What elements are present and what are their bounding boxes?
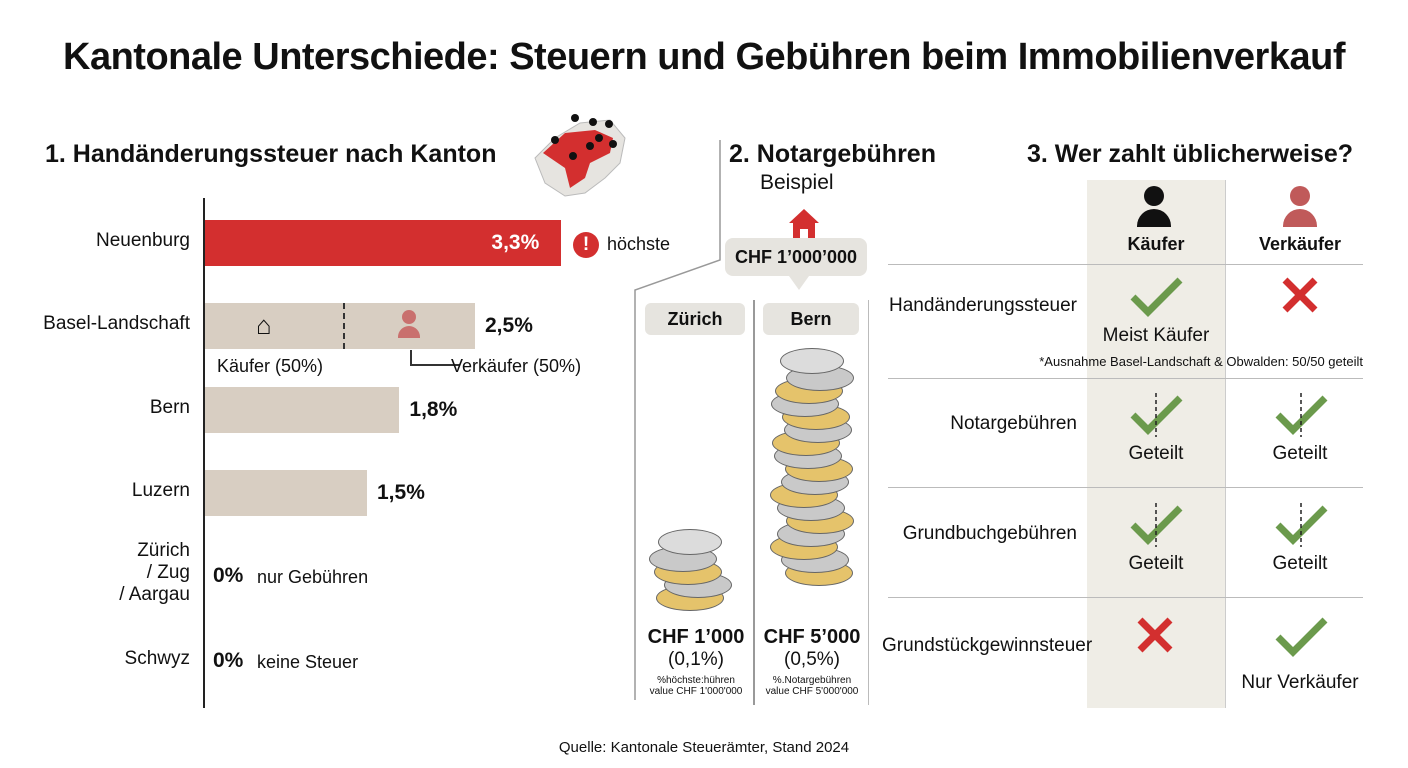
house-price-badge: CHF 1’000’000 <box>725 238 867 276</box>
bar-3 <box>205 470 367 516</box>
zurich-foot2: value CHF 1'000'000 <box>649 686 743 697</box>
seller-person-icon <box>398 310 420 340</box>
category-label: Luzern <box>131 480 190 501</box>
separator-line <box>634 140 721 700</box>
cross-icon <box>1137 617 1173 653</box>
note-zero-tax: keine Steuer <box>257 652 359 672</box>
value-label: 1,5% <box>377 481 425 504</box>
split-buyer-label: Käufer (50%) <box>217 356 324 376</box>
section2-heading: 2. Notargebühren <box>729 140 936 168</box>
column-divider <box>753 300 755 705</box>
bern-foot1: %.Notargebühren <box>772 675 852 686</box>
check-icon <box>1275 617 1328 657</box>
split-check-icon <box>1275 503 1328 547</box>
zurich-amount: CHF 1’000 <box>647 626 745 648</box>
row-divider <box>888 378 1363 379</box>
seller-cell-text: Geteilt <box>1272 443 1328 464</box>
split-check-icon <box>1130 503 1183 547</box>
house-icon: ⌂ <box>256 310 272 340</box>
section3-heading: 3. Wer zahlt üblicherweise? <box>1027 140 1354 168</box>
row-label: Grundstückgewinnsteuer <box>882 635 1093 656</box>
note-zero-fees: nur Gebühren <box>257 567 369 587</box>
section1-heading: 1. Handänderungssteuer nach Kanton <box>45 140 497 168</box>
split-check-icon <box>1275 393 1328 437</box>
value-label: 3,3% <box>491 231 540 254</box>
bern-amount: CHF 5’000 <box>763 626 861 648</box>
cross-icon <box>1282 277 1318 313</box>
split-check-icon <box>1130 393 1183 437</box>
bar-1 <box>205 303 475 349</box>
row-divider <box>888 487 1363 488</box>
buyer-column <box>1087 180 1225 708</box>
coin-icon <box>658 529 722 555</box>
coin-icon <box>780 348 844 374</box>
value-label: 1,8% <box>409 398 458 421</box>
buyer-person-icon <box>1136 186 1172 230</box>
zurich-pct: (0,1%) <box>668 649 724 670</box>
house-icon <box>786 205 822 241</box>
footnote: *Ausnahme Basel-Landschaft & Obwalden: 5… <box>1039 354 1363 369</box>
seller-cell-text: Nur Verkäufer <box>1241 672 1359 693</box>
zurich-foot1: %höchste:hühren <box>657 675 735 686</box>
split-divider <box>343 303 345 349</box>
category-label: Zürich / Zug / Aargau <box>119 540 190 605</box>
value-label: 0% <box>213 649 244 672</box>
column-zurich-label: Zürich <box>645 303 745 335</box>
source-note: Quelle: Kantonale Steuerämter, Stand 202… <box>558 739 850 756</box>
check-icon <box>1130 277 1183 317</box>
highest-note: höchste <box>607 234 671 254</box>
value-label: 2,5% <box>485 314 533 337</box>
category-label: Bern <box>149 397 190 418</box>
row-divider <box>888 264 1363 265</box>
row-label: Handänderungssteuer <box>888 295 1077 316</box>
column-bern-label: Bern <box>763 303 859 335</box>
chart-axis <box>203 198 205 708</box>
col-buyer-header: Käufer <box>1127 234 1185 254</box>
col-seller-header: Verkäufer <box>1258 234 1342 254</box>
category-label: Basel-Landschaft <box>43 313 190 334</box>
category-label: Neuenburg <box>95 230 190 251</box>
page-title: Kantonale Unterschiede: Steuern und Gebü… <box>63 36 1345 78</box>
split-seller-label: Verkäufer (50%) <box>451 356 582 376</box>
warning-icon: ! <box>573 232 599 258</box>
arrow-icon <box>410 364 460 366</box>
seller-person-icon <box>1282 186 1318 230</box>
switzerland-map-icon <box>534 114 626 197</box>
row-label: Grundbuchgebühren <box>902 523 1077 544</box>
buyer-cell-text: Geteilt <box>1128 553 1184 574</box>
buyer-cell-text: Geteilt <box>1128 443 1184 464</box>
bar-2 <box>205 387 400 433</box>
row-divider <box>888 597 1363 598</box>
buyer-cell-text: Meist Käufer <box>1102 325 1210 346</box>
section2-subheading: Beispiel <box>760 171 834 194</box>
category-label: Schwyz <box>124 648 190 669</box>
bern-pct: (0,5%) <box>784 649 840 670</box>
bern-foot2: value CHF 5'000'000 <box>765 686 859 697</box>
value-label: 0% <box>213 564 244 587</box>
seller-cell-text: Geteilt <box>1272 553 1328 574</box>
row-label: Notargebühren <box>950 413 1077 434</box>
bar-0 <box>205 220 562 266</box>
